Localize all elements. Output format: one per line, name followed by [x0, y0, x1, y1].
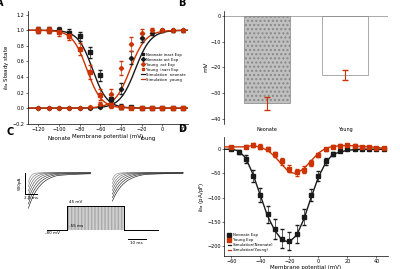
- Simulation(Neonate): [381, 148, 386, 151]
- Text: 45 mV: 45 mV: [69, 200, 82, 204]
- Simulation(Neonate): [222, 148, 226, 151]
- Legend: Neonate Exp, Young Exp, Simulation(Neonate), Simulation(Young): Neonate Exp, Young Exp, Simulation(Neona…: [226, 232, 275, 254]
- Simulation(Neonate): [330, 153, 335, 156]
- X-axis label: Membrane potential (mV): Membrane potential (mV): [270, 266, 342, 269]
- Simulation(Neonate): [345, 148, 350, 152]
- Simulation(Young): [251, 144, 256, 147]
- Simulation(Neonate): [287, 240, 292, 244]
- Simulation(Neonate): [309, 196, 314, 199]
- Text: Young: Young: [140, 136, 156, 141]
- Simulation(Neonate): [302, 218, 306, 221]
- Simulation(Young): [330, 145, 335, 148]
- Simulation(Young): [243, 145, 248, 148]
- Simulation(Neonate): [272, 229, 277, 232]
- Simulation(Young): [272, 155, 277, 158]
- Bar: [244, 16, 290, 103]
- Simulation(Neonate): [280, 239, 284, 242]
- Simulation(Young): [316, 151, 321, 155]
- Text: Neonate: Neonate: [48, 136, 71, 141]
- Text: -80 mV: -80 mV: [45, 231, 60, 235]
- Line: Simulation(Young): Simulation(Young): [224, 146, 384, 174]
- Simulation(Neonate): [316, 176, 321, 179]
- Simulation(Neonate): [236, 149, 241, 152]
- Text: 500pA: 500pA: [18, 177, 22, 190]
- Text: -55 ms: -55 ms: [69, 224, 83, 228]
- Text: 2.5 ms: 2.5 ms: [24, 196, 38, 200]
- Simulation(Neonate): [258, 194, 263, 197]
- Simulation(Young): [374, 146, 379, 149]
- Simulation(Young): [258, 146, 263, 149]
- Y-axis label: $I_{Na}$ Steady state: $I_{Na}$ Steady state: [2, 45, 11, 90]
- Simulation(Young): [302, 167, 306, 170]
- Text: 10 ms: 10 ms: [130, 241, 143, 245]
- Simulation(Neonate): [265, 214, 270, 218]
- Y-axis label: $I_{Na}$ (pA/pF): $I_{Na}$ (pA/pF): [197, 181, 206, 211]
- Simulation(Neonate): [229, 148, 234, 151]
- Simulation(Young): [287, 171, 292, 174]
- Text: A: A: [0, 0, 4, 8]
- Legend: Neonate inact Exp, Neonate act Exp, Young  act Exp, Young  inact Exp, Simulation: Neonate inact Exp, Neonate act Exp, Youn…: [141, 53, 186, 82]
- Simulation(Young): [309, 159, 314, 162]
- Text: Shift of the activation midpoint V$_{1.5}$: Shift of the activation midpoint V$_{1.5…: [262, 140, 350, 148]
- Simulation(Young): [323, 147, 328, 150]
- Text: D: D: [178, 125, 186, 134]
- Simulation(Young): [265, 148, 270, 152]
- Y-axis label: mV: mV: [204, 62, 209, 72]
- Simulation(Young): [345, 144, 350, 147]
- Simulation(Young): [381, 147, 386, 150]
- Simulation(Neonate): [323, 161, 328, 164]
- Simulation(Neonate): [294, 234, 299, 237]
- Simulation(Young): [222, 145, 226, 148]
- Simulation(Neonate): [374, 148, 379, 151]
- Text: C: C: [6, 127, 14, 137]
- Line: Simulation(Neonate): Simulation(Neonate): [224, 149, 384, 242]
- Simulation(Neonate): [360, 148, 364, 151]
- Simulation(Neonate): [251, 173, 256, 176]
- Simulation(Young): [280, 163, 284, 166]
- Simulation(Young): [294, 172, 299, 175]
- Text: B: B: [178, 0, 186, 8]
- Simulation(Young): [360, 145, 364, 148]
- Simulation(Neonate): [243, 156, 248, 160]
- X-axis label: Membrane potential (mV): Membrane potential (mV): [72, 134, 144, 139]
- Simulation(Young): [236, 145, 241, 148]
- Bar: [322, 16, 368, 75]
- Bar: [67, 206, 124, 229]
